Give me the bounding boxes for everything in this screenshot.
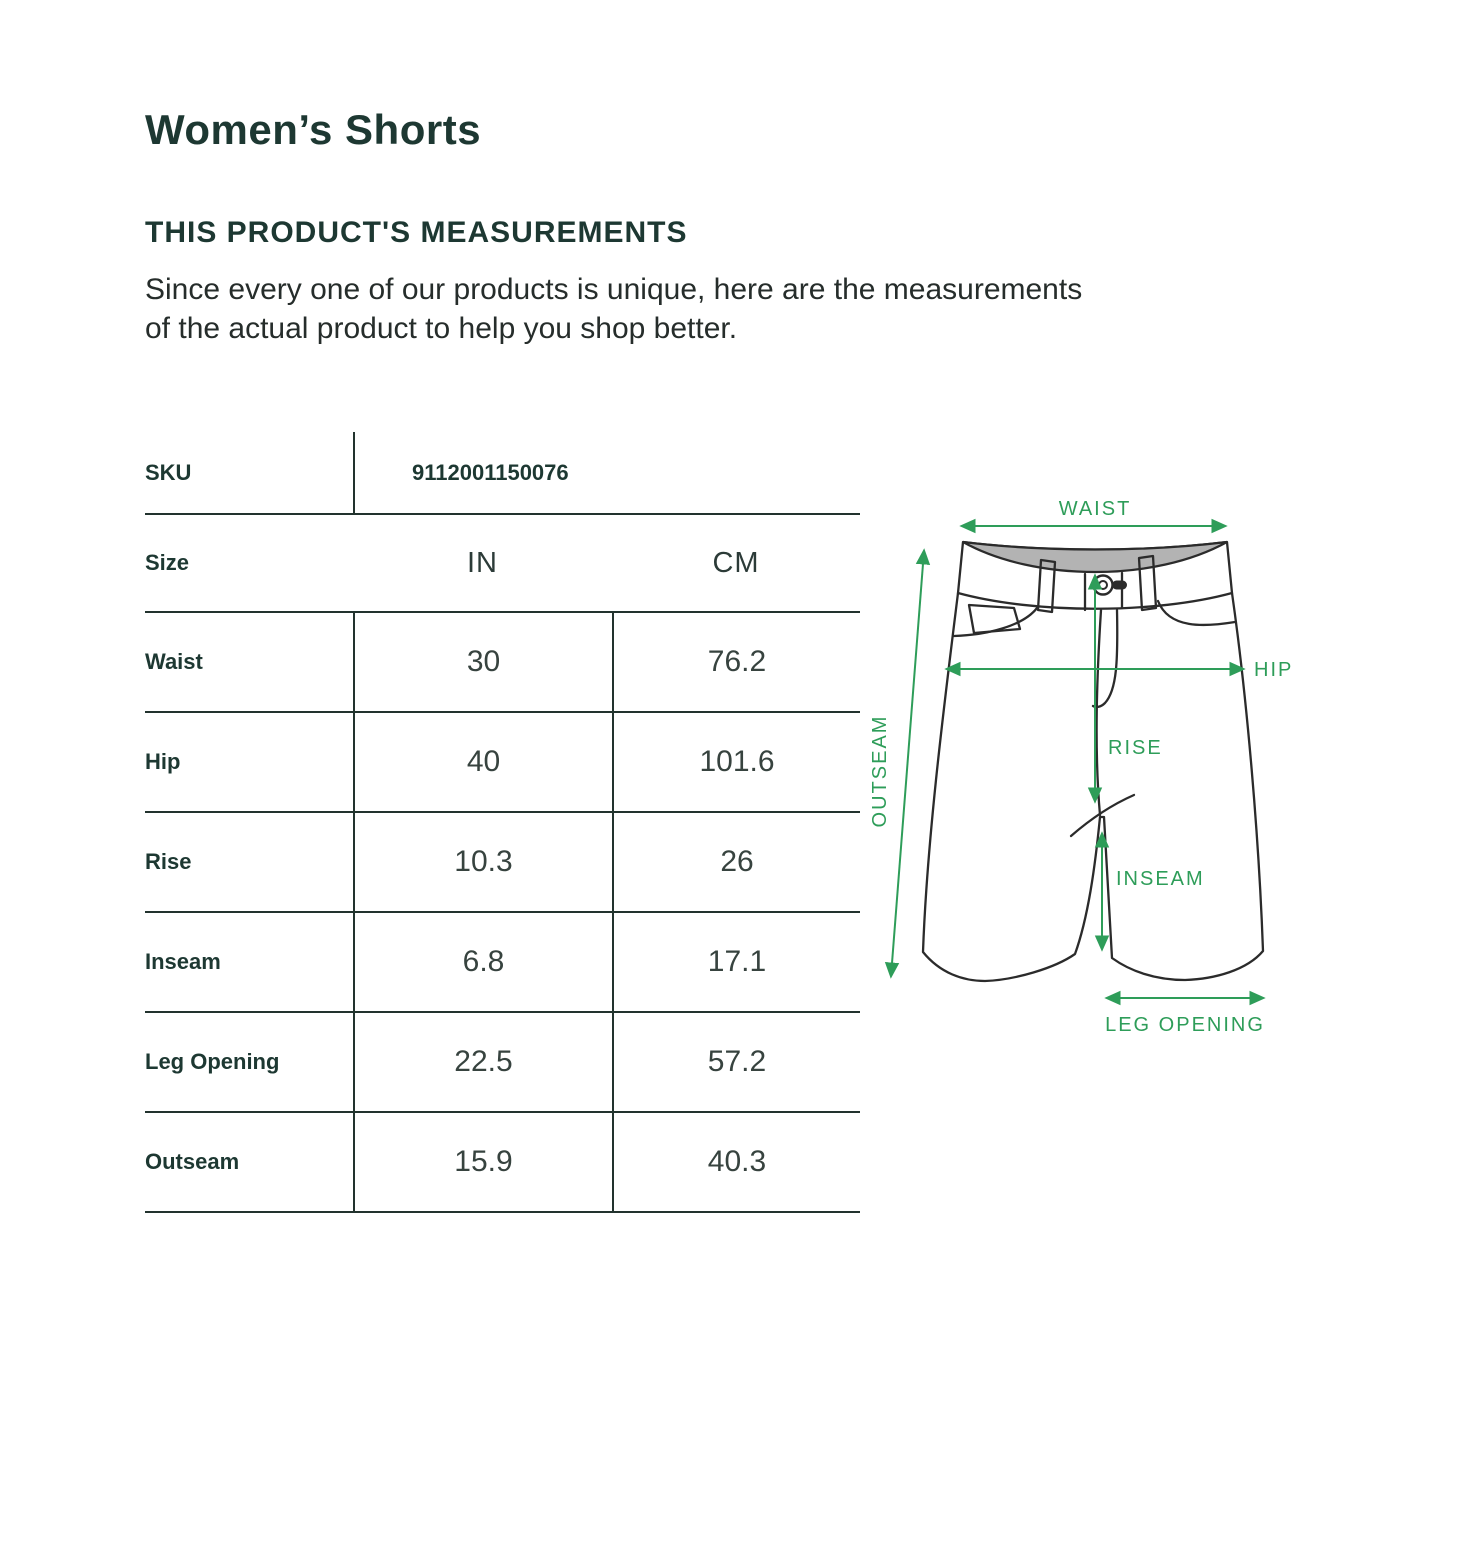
row-value-in: 40 (353, 713, 612, 811)
row-label: Outseam (145, 1149, 240, 1174)
size-label: Size (145, 550, 190, 575)
button-tab (1112, 580, 1127, 590)
row-value-in: 30 (353, 613, 612, 711)
description-text: Since every one of our products is uniqu… (145, 270, 1325, 348)
row-label: Leg Opening (145, 1049, 280, 1074)
description-line-1: Since every one of our products is uniqu… (145, 273, 1083, 306)
row-value-in: 10.3 (353, 813, 612, 911)
page-title: Women’s Shorts (145, 106, 482, 153)
table-row-waist: Waist 30 76.2 (145, 613, 860, 713)
outseam-arrow-label: OUTSEAM (869, 715, 891, 828)
hip-arrow-label: HIP (1254, 659, 1293, 681)
rise-arrow-label: RISE (1108, 737, 1163, 759)
row-value-cm: 57.2 (612, 1013, 860, 1111)
measurements-table: SKU 9112001150076 Size IN CM Waist 30 76… (145, 432, 860, 1213)
coin-pocket (967, 603, 1022, 635)
table-row-outseam: Outseam 15.9 40.3 (145, 1113, 860, 1213)
row-label: Waist (145, 649, 203, 674)
shorts-measurement-diagram: WAIST HIP RISE INSEAM OUTSEAM LEG OPENIN… (869, 498, 1293, 1036)
table-row-sku: SKU 9112001150076 (145, 432, 860, 515)
row-label: Hip (145, 749, 181, 774)
leg-opening-arrow-label: LEG OPENING (1105, 1014, 1265, 1036)
row-label: Rise (145, 849, 192, 874)
belt-loop-right (1137, 554, 1158, 612)
sku-value: 9112001150076 (353, 432, 860, 513)
table-row-leg-opening: Leg Opening 22.5 57.2 (145, 1013, 860, 1113)
right-pocket-curve (1156, 599, 1237, 627)
belt-loop-left (1036, 558, 1057, 614)
row-value-cm: 40.3 (612, 1113, 860, 1211)
row-value-in: 6.8 (353, 913, 612, 1011)
section-heading: THIS PRODUCT'S MEASUREMENTS (145, 216, 688, 249)
row-value-cm: 26 (612, 813, 860, 911)
row-value-in: 15.9 (353, 1113, 612, 1211)
table-row-size-header: Size IN CM (145, 515, 860, 613)
unit-header-in: IN (467, 546, 498, 579)
button-icon (1092, 574, 1114, 596)
description-line-2: of the actual product to help you shop b… (145, 312, 738, 345)
row-label: Inseam (145, 949, 221, 974)
waistband-inside (962, 540, 1228, 573)
crotch-slash-mark (1069, 793, 1136, 838)
waist-arrow-label: WAIST (1059, 498, 1132, 520)
left-pocket-curve (952, 606, 1039, 638)
table-row-hip: Hip 40 101.6 (145, 713, 860, 813)
row-value-cm: 76.2 (612, 613, 860, 711)
unit-header-cm: CM (712, 546, 760, 579)
row-value-cm: 17.1 (612, 913, 860, 1011)
sku-label: SKU (145, 459, 192, 485)
table-row-inseam: Inseam 6.8 17.1 (145, 913, 860, 1013)
inseam-arrow-label: INSEAM (1116, 868, 1205, 890)
row-value-cm: 101.6 (612, 713, 860, 811)
center-front-seam (1095, 608, 1103, 817)
outseam-arrow (884, 548, 931, 979)
table-row-rise: Rise 10.3 26 (145, 813, 860, 913)
row-value-in: 22.5 (353, 1013, 612, 1111)
